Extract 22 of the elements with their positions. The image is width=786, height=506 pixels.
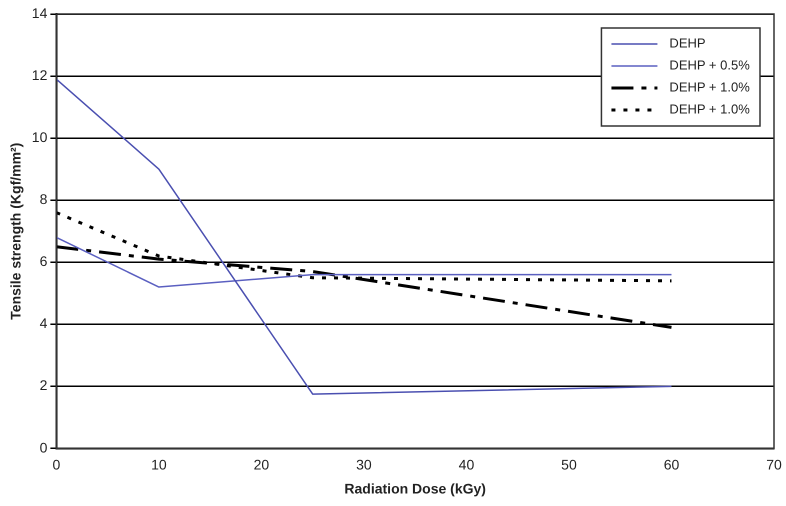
y-tick-label: 14 (32, 4, 48, 21)
legend-label: DEHP + 1.0% (669, 80, 750, 95)
x-tick-label: 20 (254, 456, 270, 473)
y-tick-label: 8 (40, 191, 48, 208)
x-tick-label: 10 (151, 456, 167, 473)
y-tick-label: 10 (32, 128, 48, 145)
x-tick-label: 30 (356, 456, 372, 473)
y-tick-label: 4 (40, 315, 48, 332)
y-tick-label: 12 (32, 66, 48, 83)
x-tick-label: 40 (458, 456, 474, 473)
y-tick-label: 2 (40, 377, 48, 394)
y-tick-label: 0 (40, 439, 48, 456)
x-tick-label: 70 (766, 456, 782, 473)
x-tick-label: 60 (664, 456, 680, 473)
legend-label: DEHP + 0.5% (669, 58, 750, 73)
legend-label: DEHP (669, 36, 706, 51)
x-axis-title: Radiation Dose (kGy) (344, 480, 486, 496)
legend-label: DEHP + 1.0% (669, 102, 750, 117)
y-tick-label: 6 (40, 253, 48, 270)
y-axis-title: Tensile strength (Kgf/mm²) (7, 142, 24, 320)
x-tick-label: 50 (561, 456, 577, 473)
x-tick-label: 0 (52, 456, 60, 473)
